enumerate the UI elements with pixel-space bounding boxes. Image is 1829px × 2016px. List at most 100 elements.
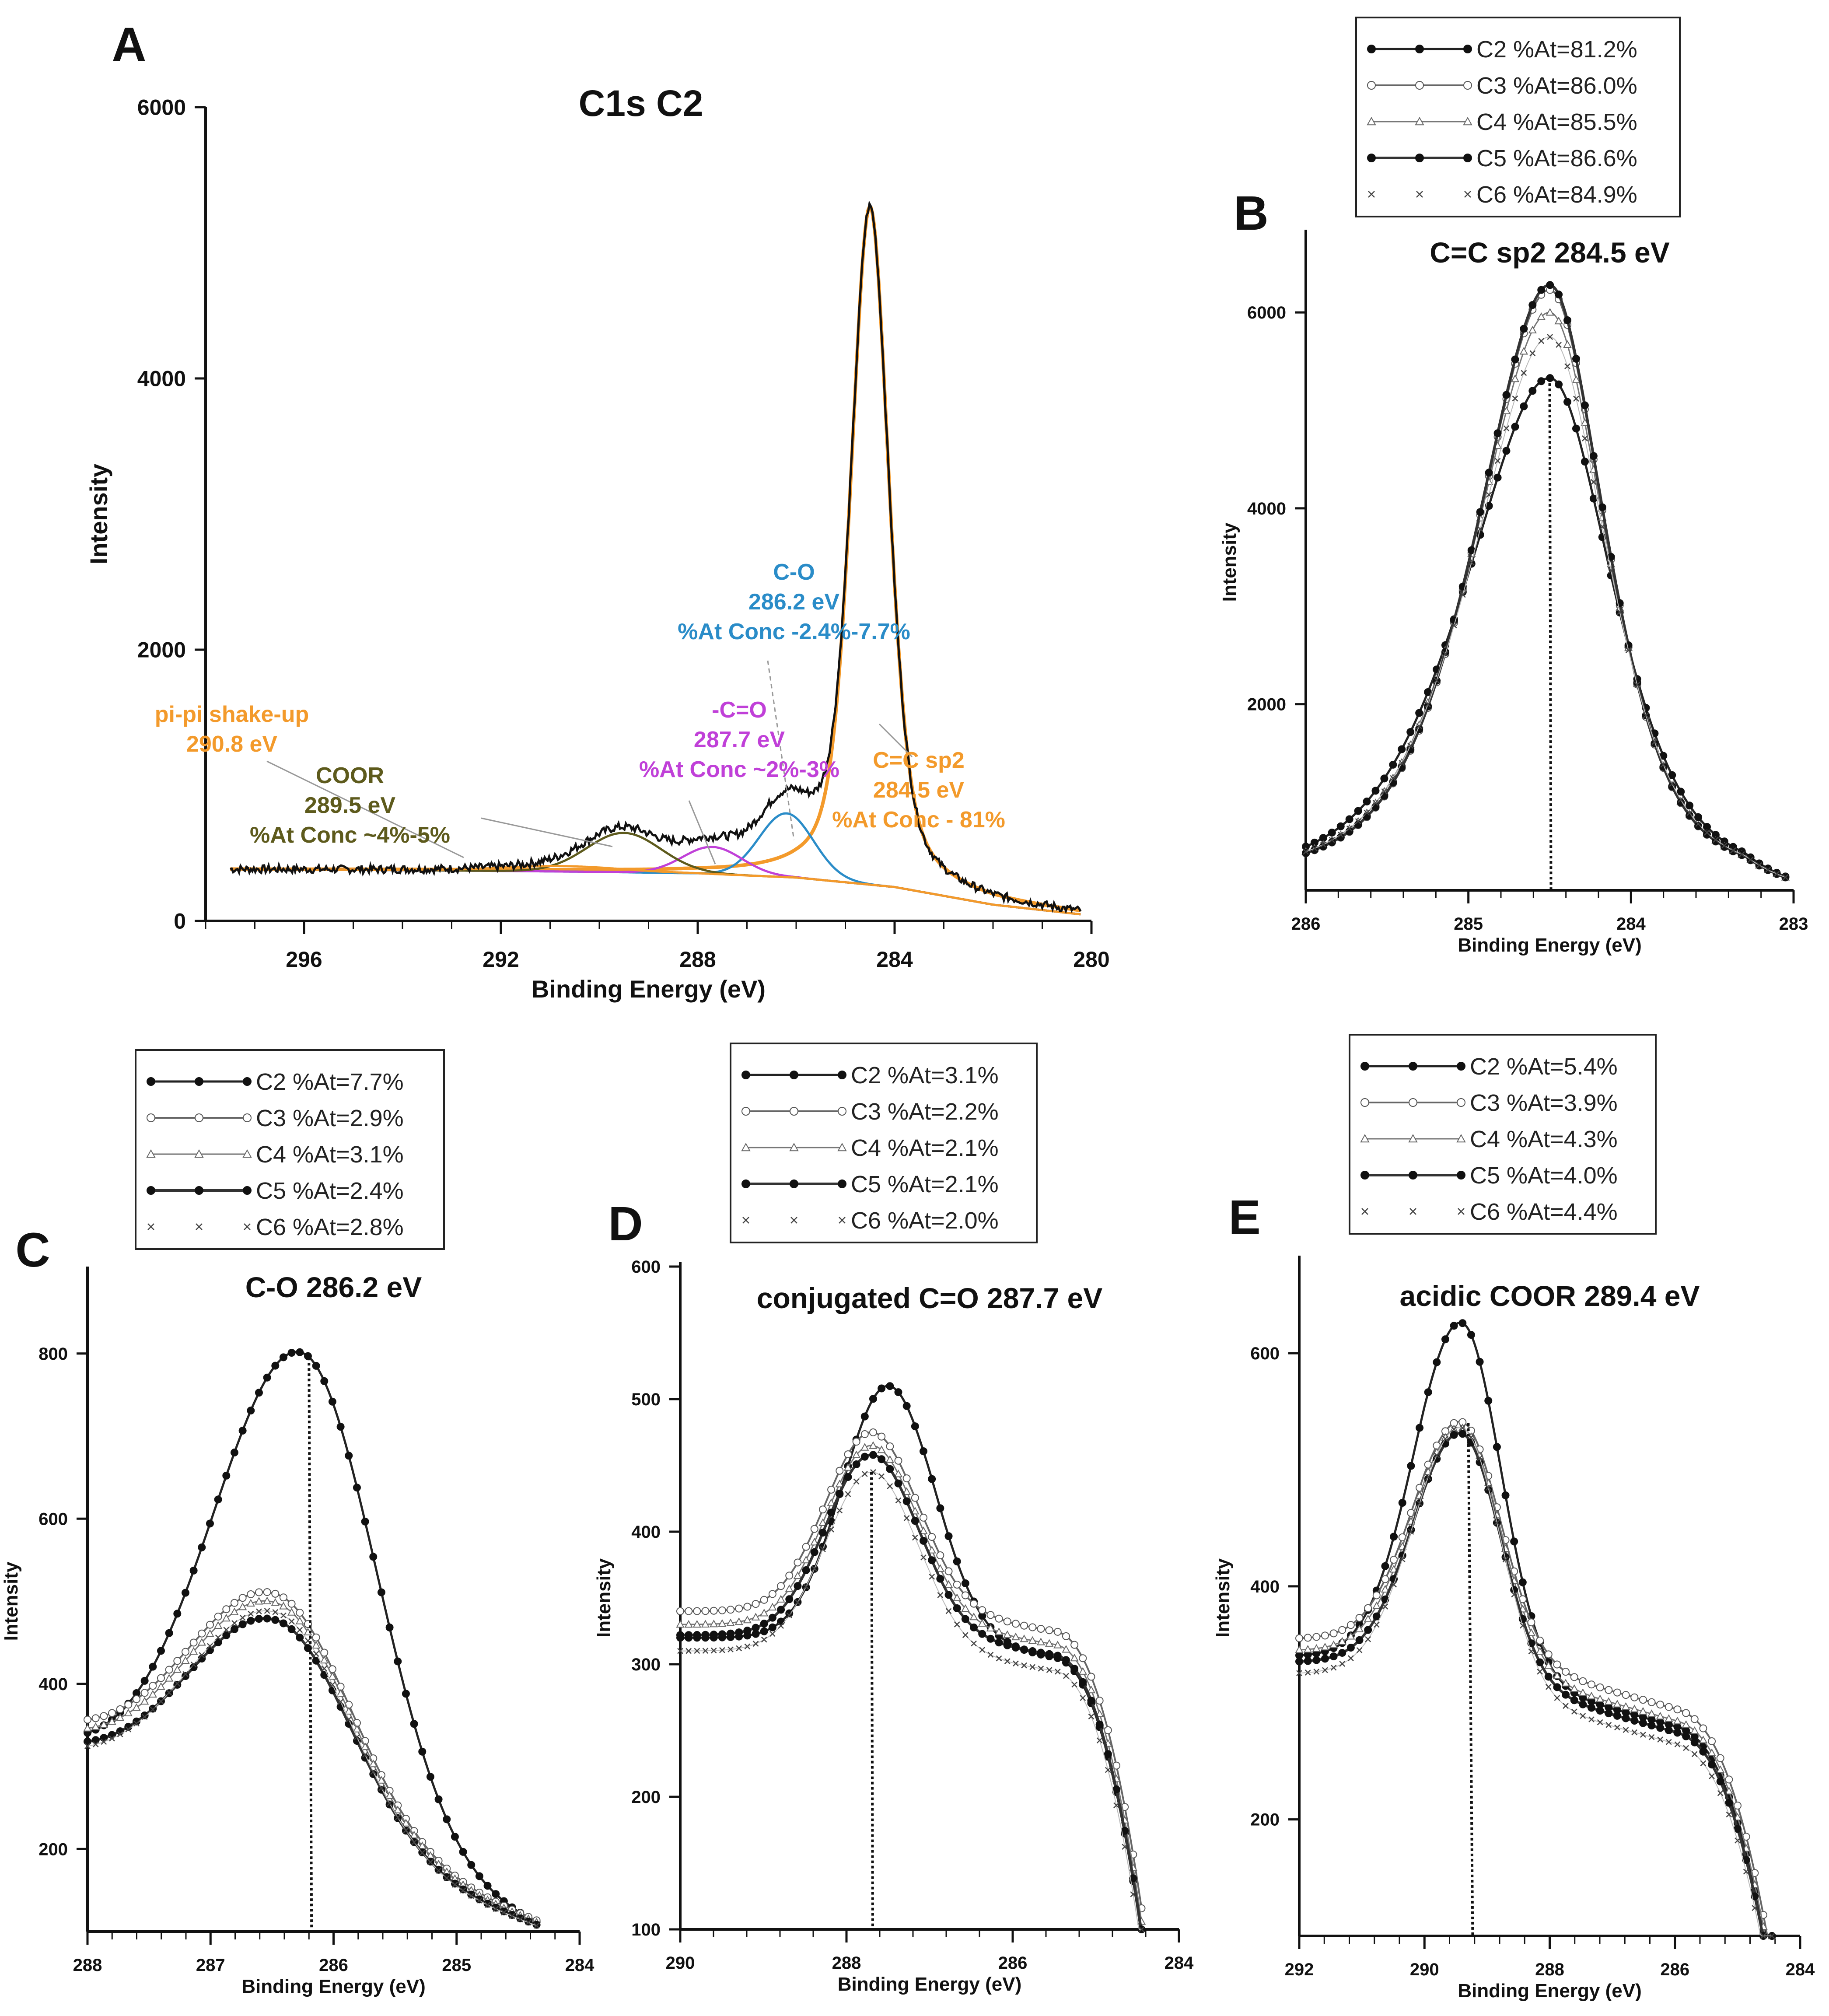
marker-point bbox=[887, 1483, 893, 1489]
marker-point bbox=[1415, 45, 1424, 53]
marker-point bbox=[1381, 1562, 1389, 1570]
marker-point bbox=[1769, 1933, 1775, 1939]
marker-point bbox=[785, 1584, 794, 1592]
marker-point bbox=[927, 1546, 936, 1554]
marker-point bbox=[1631, 1729, 1638, 1736]
marker-point bbox=[256, 1608, 262, 1615]
marker-point bbox=[911, 1422, 919, 1431]
marker-point bbox=[222, 1605, 231, 1614]
envelope-line bbox=[230, 200, 1082, 914]
marker-point bbox=[1329, 1640, 1338, 1648]
marker-point bbox=[878, 1384, 886, 1393]
marker-point bbox=[828, 1526, 834, 1533]
marker-point bbox=[961, 1615, 969, 1623]
marker-point bbox=[752, 1624, 760, 1632]
marker-point bbox=[1699, 1724, 1707, 1732]
legend-entry-c4: C4 %At=85.5% bbox=[1367, 109, 1637, 135]
marker-point bbox=[1312, 1644, 1321, 1652]
marker-point bbox=[953, 1558, 961, 1566]
marker-point bbox=[148, 1690, 157, 1698]
marker-point bbox=[1425, 1474, 1431, 1480]
marker-point bbox=[1096, 1737, 1103, 1744]
marker-point bbox=[369, 1553, 378, 1561]
marker-point bbox=[189, 1663, 198, 1671]
marker-point bbox=[1424, 1475, 1432, 1483]
legend-text: C4 %At=3.1% bbox=[256, 1141, 404, 1168]
marker-point bbox=[263, 1588, 271, 1596]
marker-point bbox=[280, 1612, 287, 1619]
marker-point bbox=[1416, 1500, 1423, 1507]
marker-point bbox=[242, 1149, 252, 1158]
marker-point bbox=[501, 1909, 507, 1916]
marker-point bbox=[434, 1866, 443, 1874]
marker-point bbox=[109, 1735, 115, 1742]
marker-point bbox=[1398, 745, 1406, 753]
marker-point bbox=[1399, 1556, 1406, 1563]
marker-point bbox=[255, 1597, 263, 1605]
marker-point bbox=[369, 1759, 378, 1768]
marker-point bbox=[493, 1906, 499, 1912]
marker-point bbox=[443, 1815, 451, 1824]
leader-line bbox=[767, 660, 795, 840]
marker-point bbox=[1579, 1700, 1587, 1708]
series-line bbox=[1305, 377, 1786, 878]
marker-point bbox=[1053, 1641, 1062, 1648]
marker-point bbox=[785, 1609, 794, 1617]
legend-text: C2 %At=7.7% bbox=[256, 1069, 404, 1095]
x-tick-label: 292 bbox=[1285, 1960, 1314, 1979]
legend: C2 %At=7.7% C3 %At=2.9% C4 %At=3.1% C5 %At=… bbox=[135, 1049, 445, 1250]
marker-point bbox=[760, 1620, 768, 1628]
marker-point bbox=[1037, 1624, 1045, 1633]
legend-entry-c3: C3 %At=86.0% bbox=[1367, 73, 1637, 99]
marker-point bbox=[296, 1348, 304, 1356]
marker-point bbox=[987, 1652, 994, 1658]
marker-point bbox=[953, 1593, 962, 1601]
marker-point bbox=[1095, 1697, 1104, 1705]
marker-point bbox=[768, 1614, 776, 1622]
marker-point bbox=[1456, 1134, 1466, 1143]
marker-point bbox=[1070, 1653, 1079, 1662]
marker-point bbox=[1028, 1636, 1037, 1644]
marker-point bbox=[157, 1647, 165, 1655]
marker-point bbox=[157, 1682, 165, 1690]
marker-point bbox=[709, 1619, 718, 1628]
marker-point bbox=[1573, 396, 1579, 402]
peak-marker-line bbox=[1467, 1423, 1474, 1936]
marker-point bbox=[1360, 1098, 1369, 1107]
marker-point bbox=[1138, 1926, 1145, 1932]
x-tick-label: 292 bbox=[483, 947, 519, 972]
marker-point bbox=[1622, 1691, 1630, 1699]
marker-point bbox=[1673, 1716, 1682, 1725]
legend-text: C3 %At=2.9% bbox=[256, 1105, 404, 1131]
marker-point bbox=[835, 1479, 844, 1488]
marker-point bbox=[1408, 1134, 1418, 1143]
marker-point bbox=[147, 1113, 155, 1122]
marker-point bbox=[287, 1600, 296, 1608]
marker-point bbox=[287, 1349, 296, 1357]
marker-point bbox=[710, 1647, 717, 1654]
marker-point bbox=[1590, 479, 1597, 485]
marker-point bbox=[902, 1474, 911, 1483]
marker-point bbox=[911, 1506, 920, 1515]
marker-point bbox=[149, 1662, 157, 1671]
marker-point bbox=[435, 1867, 442, 1874]
marker-point bbox=[776, 1595, 785, 1603]
marker-point bbox=[1011, 1643, 1020, 1652]
marker-point bbox=[262, 1596, 272, 1604]
marker-point bbox=[1346, 1632, 1355, 1640]
x-tick-label: 296 bbox=[286, 947, 322, 972]
marker-point bbox=[1360, 1134, 1370, 1143]
marker-point bbox=[1570, 1696, 1578, 1704]
marker-point bbox=[971, 1640, 977, 1647]
marker-point bbox=[1329, 1629, 1338, 1638]
marker-point bbox=[1511, 374, 1520, 382]
marker-point bbox=[402, 1819, 410, 1827]
marker-point bbox=[1372, 1601, 1381, 1609]
marker-point bbox=[1367, 154, 1376, 162]
marker-point bbox=[937, 1592, 944, 1598]
marker-point bbox=[710, 1631, 718, 1639]
legend-entry-c2: C2 %At=81.2% bbox=[1367, 36, 1637, 63]
marker-point bbox=[1614, 1724, 1620, 1731]
marker-point bbox=[189, 1647, 198, 1655]
marker-point bbox=[838, 1071, 846, 1079]
